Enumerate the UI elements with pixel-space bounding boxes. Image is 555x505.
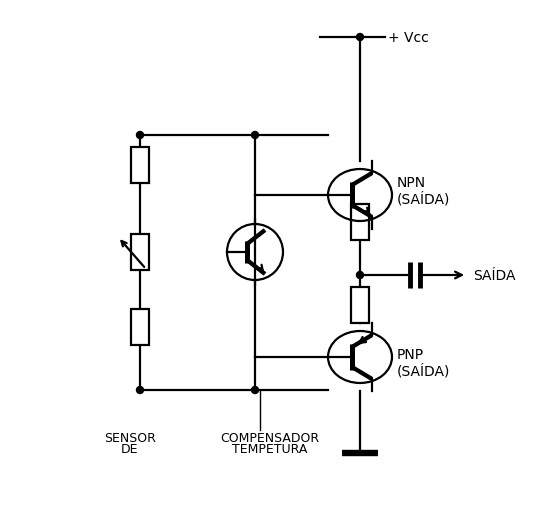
- Text: + Vcc: + Vcc: [388, 31, 429, 45]
- Text: DE: DE: [121, 442, 139, 456]
- Text: SENSOR: SENSOR: [104, 431, 156, 443]
- Bar: [351, 205, 369, 240]
- Text: COMPENSADOR: COMPENSADOR: [220, 431, 320, 443]
- Bar: [131, 147, 149, 184]
- Circle shape: [137, 387, 144, 394]
- Text: TEMPETURA: TEMPETURA: [233, 442, 307, 456]
- Circle shape: [137, 132, 144, 139]
- Circle shape: [251, 387, 259, 394]
- Text: NPN
(SAÍDA): NPN (SAÍDA): [397, 175, 450, 206]
- Text: SAÍDA: SAÍDA: [473, 269, 516, 282]
- Circle shape: [356, 34, 364, 41]
- Bar: [131, 310, 149, 345]
- Bar: [351, 287, 369, 323]
- Circle shape: [356, 272, 364, 279]
- Bar: [131, 234, 149, 271]
- Text: PNP
(SAÍDA): PNP (SAÍDA): [397, 347, 450, 378]
- Circle shape: [251, 132, 259, 139]
